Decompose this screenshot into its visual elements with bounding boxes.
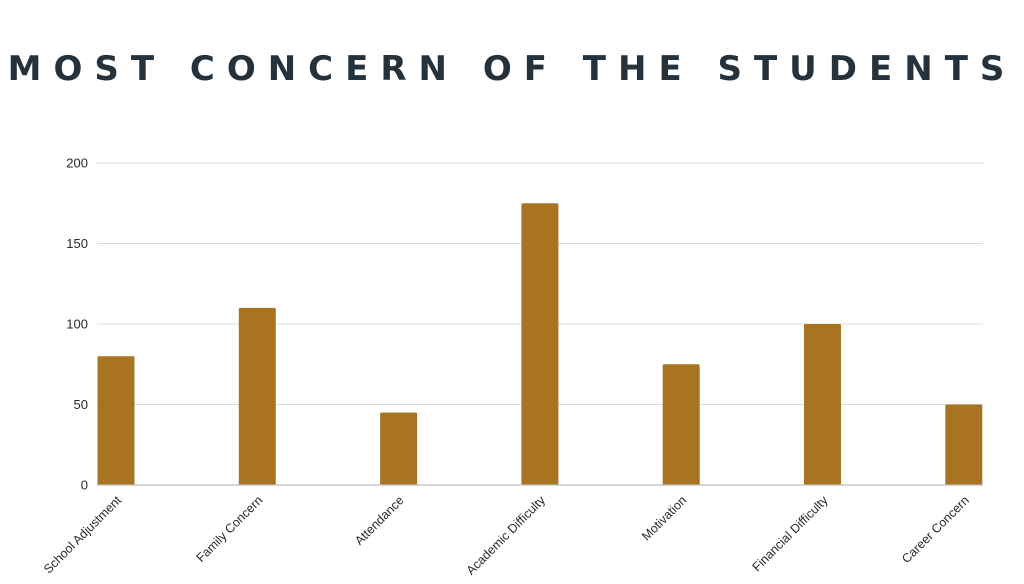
x-tick-label: Career Concern [899,493,972,566]
x-tick-label: School Adjustment [41,493,124,576]
x-axis-labels: School Adjustment Family Concern Attendanc… [41,493,972,578]
bar [238,307,276,485]
bar [662,364,700,485]
x-tick-label: Family Concern [194,493,266,565]
y-tick-label: 150 [66,236,88,251]
x-tick-label: Attendance [352,493,407,548]
y-tick-label: 200 [66,156,88,171]
x-tick-label: Motivation [639,493,689,543]
y-tick-label: 0 [81,478,88,493]
bar [97,356,135,485]
bar [380,412,418,485]
x-tick-label: Academic Difficulty [464,493,549,578]
y-tick-label: 50 [74,397,88,412]
x-tick-label: Financial Difficulty [750,493,831,574]
bar [945,404,983,485]
y-axis-ticks: 0 50 100 150 200 [66,156,88,493]
bars [97,203,983,485]
bar [804,324,841,485]
y-tick-label: 100 [66,317,88,332]
bar [521,203,559,485]
chart-title: MOST CONCERN OF THE STUDENTS [7,49,1017,89]
